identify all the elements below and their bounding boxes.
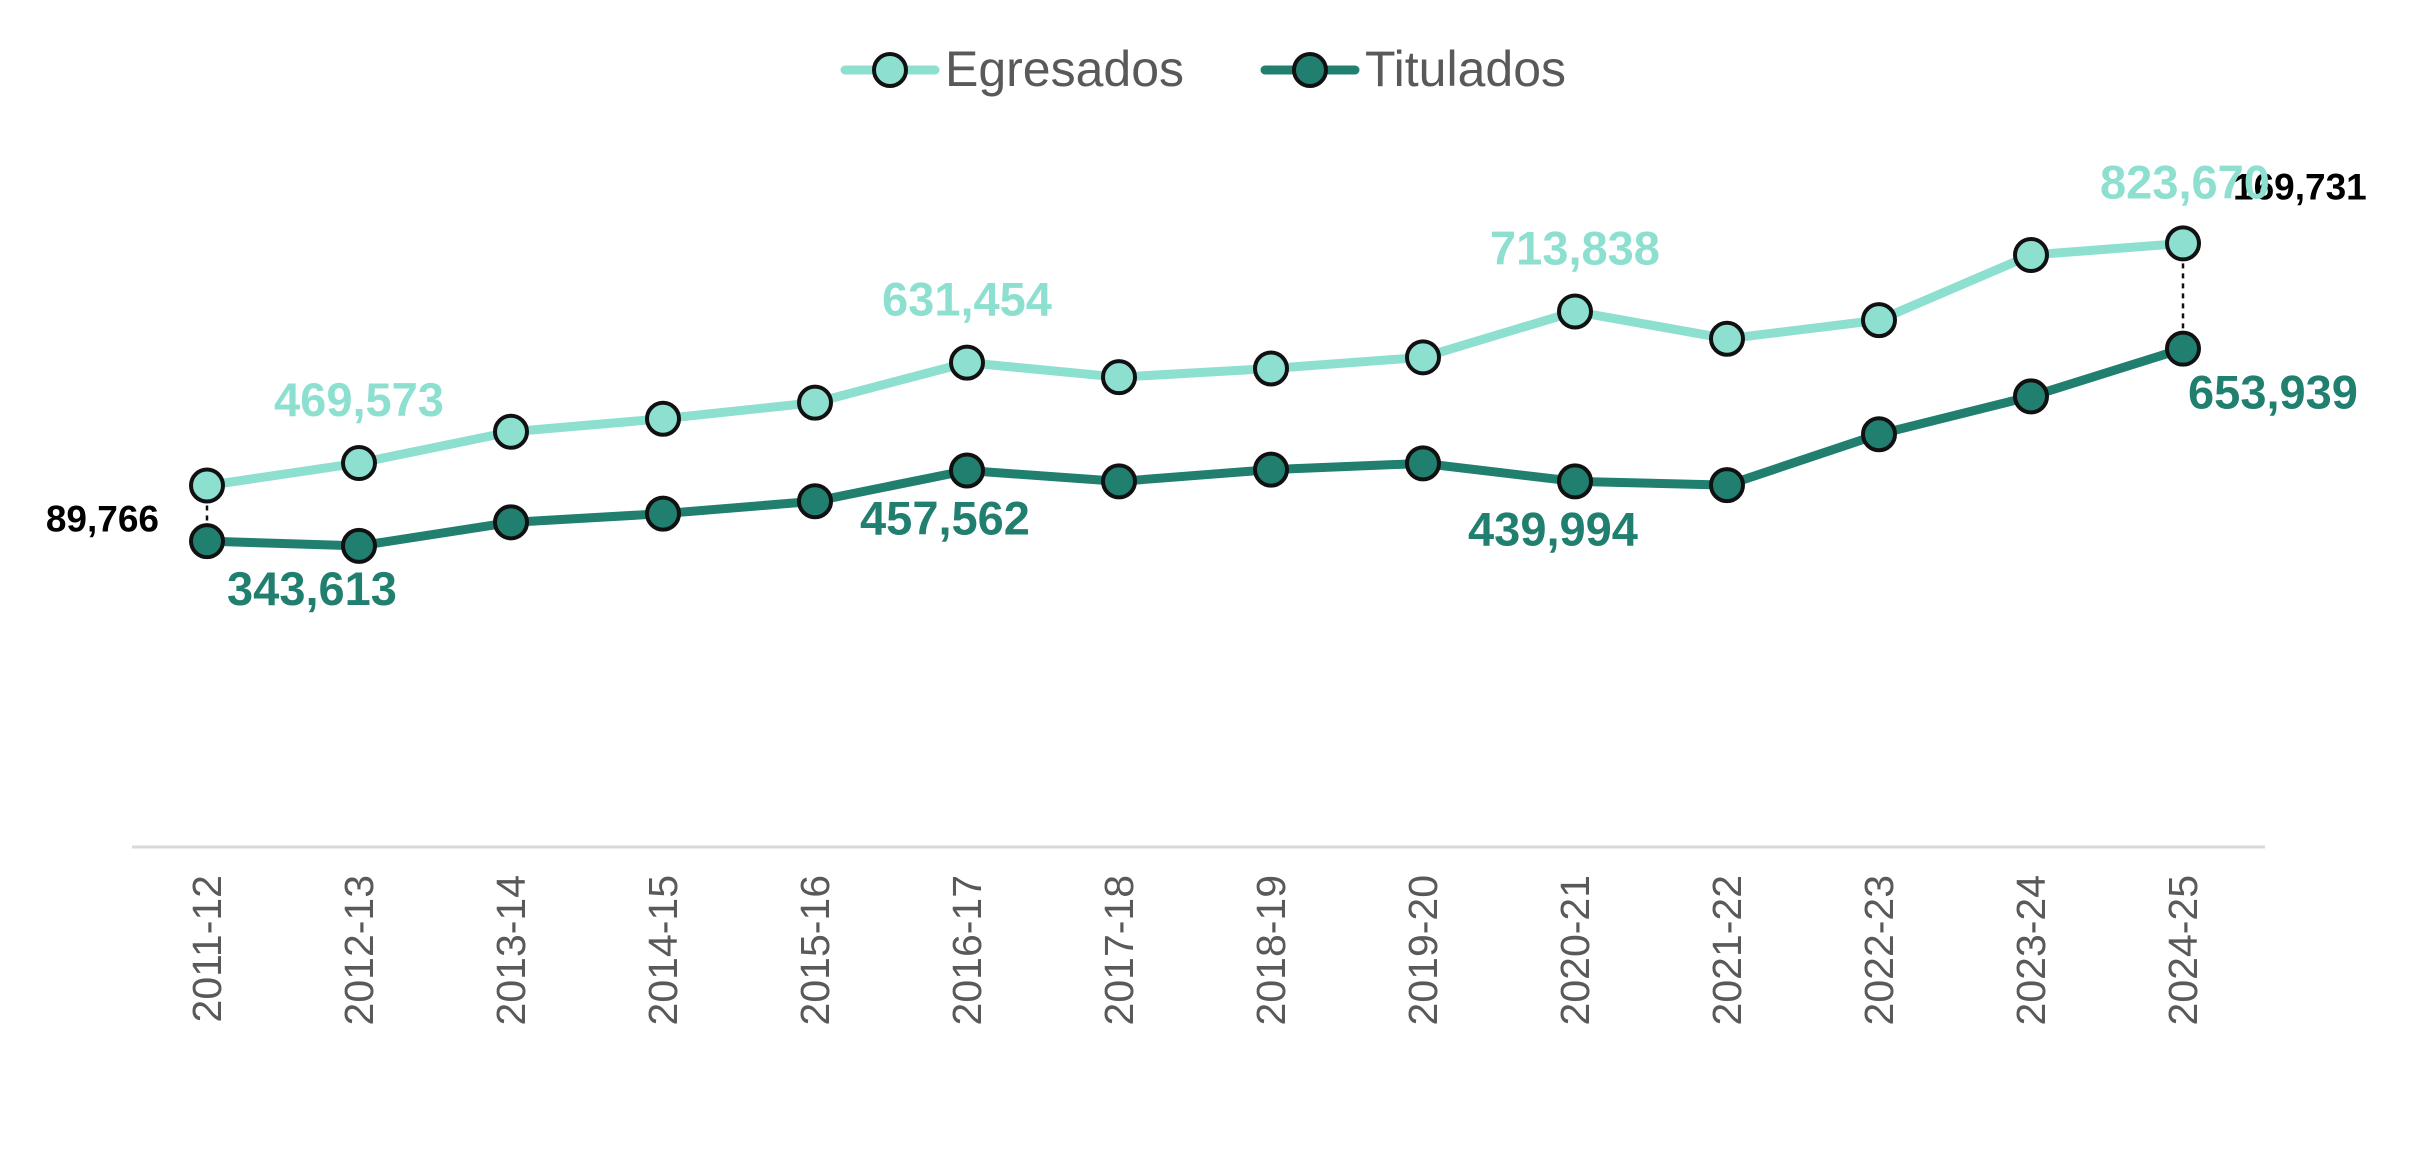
legend-item-titulados[interactable]: Titulados (1260, 41, 1566, 97)
data-label-egresados: 469,573 (274, 373, 444, 426)
data-point-egresados[interactable] (2165, 225, 2201, 262)
x-tick-label: 2017-18 (1096, 875, 1142, 1025)
data-point-titulados[interactable] (341, 527, 377, 564)
legend: Egresados Titulados (840, 41, 1566, 97)
x-tick-label: 2024-25 (2160, 875, 2206, 1025)
data-point-egresados[interactable] (493, 413, 529, 450)
data-label-titulados: 457,562 (860, 491, 1030, 544)
data-point-titulados[interactable] (189, 523, 225, 560)
x-tick-label: 2020-21 (1552, 875, 1598, 1025)
data-point-titulados[interactable] (1253, 451, 1289, 488)
legend-item-egresados[interactable]: Egresados (840, 41, 1184, 97)
x-tick-label: 2019-20 (1400, 875, 1446, 1025)
legend-marker-titulados (1292, 52, 1328, 88)
data-point-titulados[interactable] (645, 495, 681, 532)
x-axis-ticks: 2011-12 2012-13 2013-14 2014-15 2015-16 2016-… (184, 875, 2206, 1025)
data-point-egresados[interactable] (1709, 320, 1745, 357)
data-label-egresados: 823,670 (2100, 155, 2270, 208)
data-point-titulados[interactable] (1557, 463, 1593, 500)
legend-label-egresados: Egresados (945, 41, 1184, 97)
series-layer (189, 225, 2201, 564)
x-tick-label: 2012-13 (336, 875, 382, 1025)
data-point-egresados[interactable] (189, 467, 225, 504)
data-point-egresados[interactable] (949, 344, 985, 381)
data-point-titulados[interactable] (949, 452, 985, 489)
data-point-egresados[interactable] (1557, 293, 1593, 330)
data-point-egresados[interactable] (1253, 350, 1289, 387)
x-tick-label: 2011-12 (184, 875, 230, 1022)
x-tick-label: 2022-23 (1856, 875, 1902, 1025)
data-point-titulados[interactable] (1709, 467, 1745, 504)
data-label-titulados: 343,613 (227, 562, 397, 615)
data-label-egresados: 713,838 (1490, 222, 1660, 275)
data-point-egresados[interactable] (645, 400, 681, 437)
gap-annotations: 89,766 169,731 (46, 166, 2367, 542)
series-line-titulados (202, 344, 2188, 551)
data-point-egresados[interactable] (2013, 236, 2049, 273)
x-tick-label: 2013-14 (488, 875, 534, 1025)
x-tick-label: 2018-19 (1248, 875, 1294, 1025)
x-tick-label: 2014-15 (640, 875, 686, 1025)
data-point-titulados[interactable] (2013, 378, 2049, 415)
gap-label: 89,766 (46, 499, 159, 540)
data-point-egresados[interactable] (1405, 339, 1441, 376)
data-label-titulados: 439,994 (1468, 502, 1638, 555)
x-tick-label: 2021-22 (1704, 875, 1750, 1025)
data-point-titulados[interactable] (1405, 445, 1441, 482)
data-label-titulados: 653,939 (2188, 366, 2358, 419)
data-label-egresados: 631,454 (882, 273, 1052, 326)
legend-label-titulados: Titulados (1365, 41, 1566, 97)
data-point-titulados[interactable] (1861, 416, 1897, 453)
data-point-egresados[interactable] (1861, 302, 1897, 339)
data-point-egresados[interactable] (341, 445, 377, 482)
x-tick-label: 2015-16 (792, 875, 838, 1025)
data-point-egresados[interactable] (797, 384, 833, 421)
x-tick-label: 2023-24 (2008, 875, 2054, 1025)
data-point-titulados[interactable] (2165, 330, 2201, 367)
data-labels: 469,573 631,454 713,838 823,670 343,613 457,5… (227, 155, 2358, 615)
series-line-egresados (202, 238, 2188, 490)
gap-label: 169,731 (2233, 166, 2367, 207)
data-point-egresados[interactable] (1101, 359, 1137, 396)
x-tick-label: 2016-17 (944, 875, 990, 1025)
data-point-titulados[interactable] (493, 504, 529, 541)
data-point-titulados[interactable] (797, 483, 833, 520)
legend-marker-egresados (872, 52, 908, 88)
data-point-titulados[interactable] (1101, 463, 1137, 500)
